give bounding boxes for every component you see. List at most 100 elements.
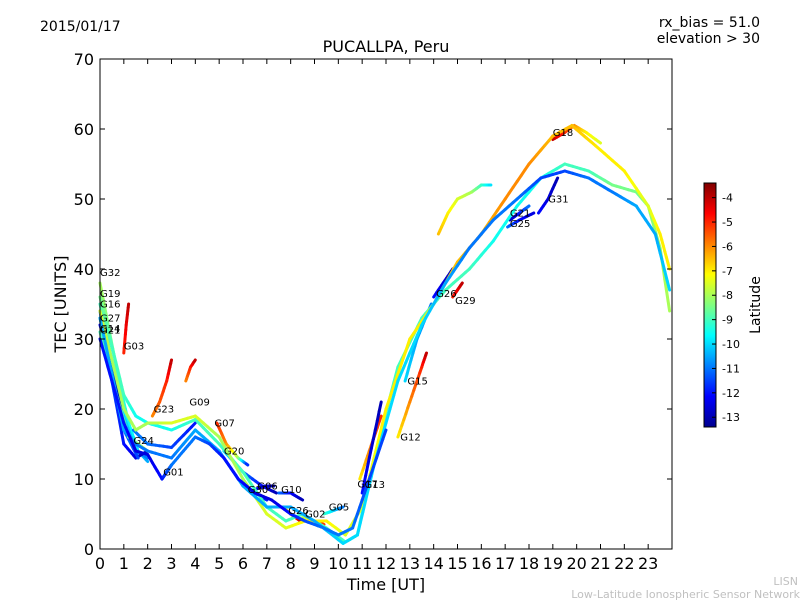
series-segment [392, 379, 400, 397]
series-segment [299, 497, 305, 502]
x-tick-label: 20 [566, 554, 586, 573]
colorbar: -4 -5 -6 -7 -8 -9 -10 -11 -12 -13 [703, 182, 740, 428]
series-segment [355, 521, 362, 537]
satellite-label-G05: G05 [329, 503, 349, 514]
y-tick-label: 10 [74, 470, 94, 489]
series-segment [381, 428, 388, 441]
satellite-label-G21: G21 [100, 325, 120, 336]
series-segment [380, 421, 388, 439]
y-tick-label: 30 [74, 330, 94, 349]
series-segment [663, 278, 668, 292]
y-axis-label: TEC [UNITS] [51, 256, 70, 354]
series-G23-7 [150, 358, 173, 418]
series-segment [358, 510, 365, 525]
satellite-label-G26: G26 [436, 289, 456, 300]
series-segment [372, 440, 380, 460]
colorbar-tick-label: -13 [722, 411, 740, 424]
bias-label: rx_bias = 51.0 [659, 15, 760, 31]
y-tick-label: 60 [74, 120, 94, 139]
series-segment [388, 393, 396, 411]
series-segment [529, 211, 536, 216]
series-segment [361, 498, 368, 514]
series-segment [120, 432, 126, 446]
series-segment [104, 344, 110, 357]
satellite-label-G03: G03 [124, 342, 144, 353]
elevation-label: elevation > 30 [657, 31, 760, 47]
series-segment [102, 335, 108, 348]
satellite-label-G19: G19 [100, 289, 120, 300]
satellite-label-G16: G16 [100, 300, 120, 311]
series-segment [404, 337, 412, 353]
series-segment [100, 325, 106, 339]
series-segment [661, 260, 667, 273]
series-segment [658, 251, 664, 264]
series-segment [373, 419, 379, 432]
x-tick-label: 9 [309, 554, 319, 573]
y-tick-label: 0 [84, 540, 94, 559]
satellite-label-G23: G23 [154, 405, 174, 416]
series-segment [525, 204, 531, 209]
series-segment [371, 456, 378, 469]
series-segment [596, 139, 602, 145]
series-segment [118, 421, 124, 435]
colorbar-tick-label: -7 [722, 265, 733, 278]
x-tick-label: 3 [166, 554, 176, 573]
y-tick-label: 50 [74, 190, 94, 209]
series-segment [554, 176, 560, 183]
satellite-label-G14: G14 [100, 324, 120, 335]
series-segment [114, 400, 120, 414]
colorbar-tick-label: -8 [722, 289, 733, 302]
satellite-label-G10: G10 [281, 485, 301, 496]
series-G10-15 [277, 491, 305, 502]
satellite-label-G26: G26 [288, 506, 308, 517]
series-G09-8 [184, 358, 197, 383]
colorbar-tick-label: -11 [722, 362, 740, 375]
series-segment [666, 299, 672, 313]
x-tick-label: 14 [423, 554, 443, 573]
series-segment [408, 342, 416, 355]
series-segment [377, 414, 383, 424]
x-tick-label: 5 [214, 554, 224, 573]
series-segment [371, 428, 377, 441]
series-segment [297, 518, 302, 523]
footer-lisn: LISN [773, 575, 798, 588]
y-tick-label: 40 [74, 260, 94, 279]
series-segment [116, 411, 122, 425]
series-G13-20 [360, 400, 383, 495]
colorbar-tick-label: -9 [722, 314, 733, 327]
series-segment [375, 447, 382, 460]
series-segment [378, 437, 385, 451]
series-segment [666, 261, 672, 271]
x-tick-label: 1 [119, 554, 129, 573]
series-segment [664, 288, 670, 302]
series-segment [665, 279, 672, 292]
x-tick-label: 8 [286, 554, 296, 573]
satellite-label-G27: G27 [100, 314, 120, 325]
colorbar-tick-label: -5 [722, 216, 733, 229]
series-segment [364, 486, 370, 502]
x-tick-label: 0 [95, 554, 105, 573]
chart-title: PUCALLPA, Peru [323, 37, 450, 56]
satellite-label-G02: G02 [305, 510, 325, 521]
series-segment [653, 232, 660, 245]
satellite-label-G09: G09 [189, 398, 209, 409]
series-G12-21 [396, 351, 428, 439]
series-G21-25 [508, 204, 531, 222]
series-G25-26 [506, 211, 536, 229]
series-segment [400, 349, 408, 364]
series-segment [663, 269, 669, 283]
series-G29-24 [451, 281, 464, 299]
series-segment [340, 505, 345, 510]
series-segment [375, 409, 381, 423]
series-track-30 [98, 124, 672, 537]
series-segment [396, 370, 404, 383]
series-segment [404, 351, 412, 364]
colorbar-tick-label: -6 [722, 240, 733, 253]
series-G03-6 [122, 302, 131, 355]
series-G24-9 [131, 421, 197, 449]
series-segment [369, 437, 375, 451]
series-track-31 [98, 169, 672, 545]
series-segment [108, 363, 114, 376]
x-tick-label: 16 [471, 554, 491, 573]
x-tick-label: 22 [614, 554, 634, 573]
